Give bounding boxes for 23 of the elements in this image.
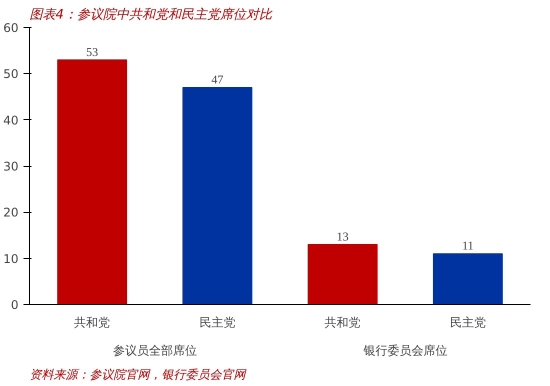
bar <box>57 59 128 304</box>
bar <box>308 244 378 304</box>
y-tick-label: 40 <box>3 113 19 128</box>
text: 银行委员会席位 <box>362 344 448 358</box>
x-tick-label: 民主党 <box>450 316 486 330</box>
y-tick-label: 50 <box>3 67 19 82</box>
y-tick-label: 10 <box>3 252 19 266</box>
data-label: 47 <box>211 72 224 87</box>
x-tick-label: 共和党 <box>324 316 361 330</box>
chart-title: 图表4：参议院中共和党和民主党席位对比 <box>30 6 273 22</box>
y-tick-label: 0 <box>10 298 19 312</box>
bar <box>432 253 503 304</box>
data-label: 11 <box>462 238 474 253</box>
data-label: 53 <box>86 44 98 59</box>
y-tick-label: 20 <box>3 206 19 220</box>
y-tick-label: 30 <box>3 160 19 174</box>
x-tick-label: 民主党 <box>199 316 236 330</box>
data-label: 13 <box>336 229 349 244</box>
x-tick-label: 共和党 <box>74 316 110 330</box>
text: 资料来源：参议院官网，银行委员会官网 <box>30 368 248 382</box>
text: 参议员全部席位 <box>112 344 197 358</box>
bar <box>182 87 252 304</box>
y-tick-label: 60 <box>3 21 19 35</box>
